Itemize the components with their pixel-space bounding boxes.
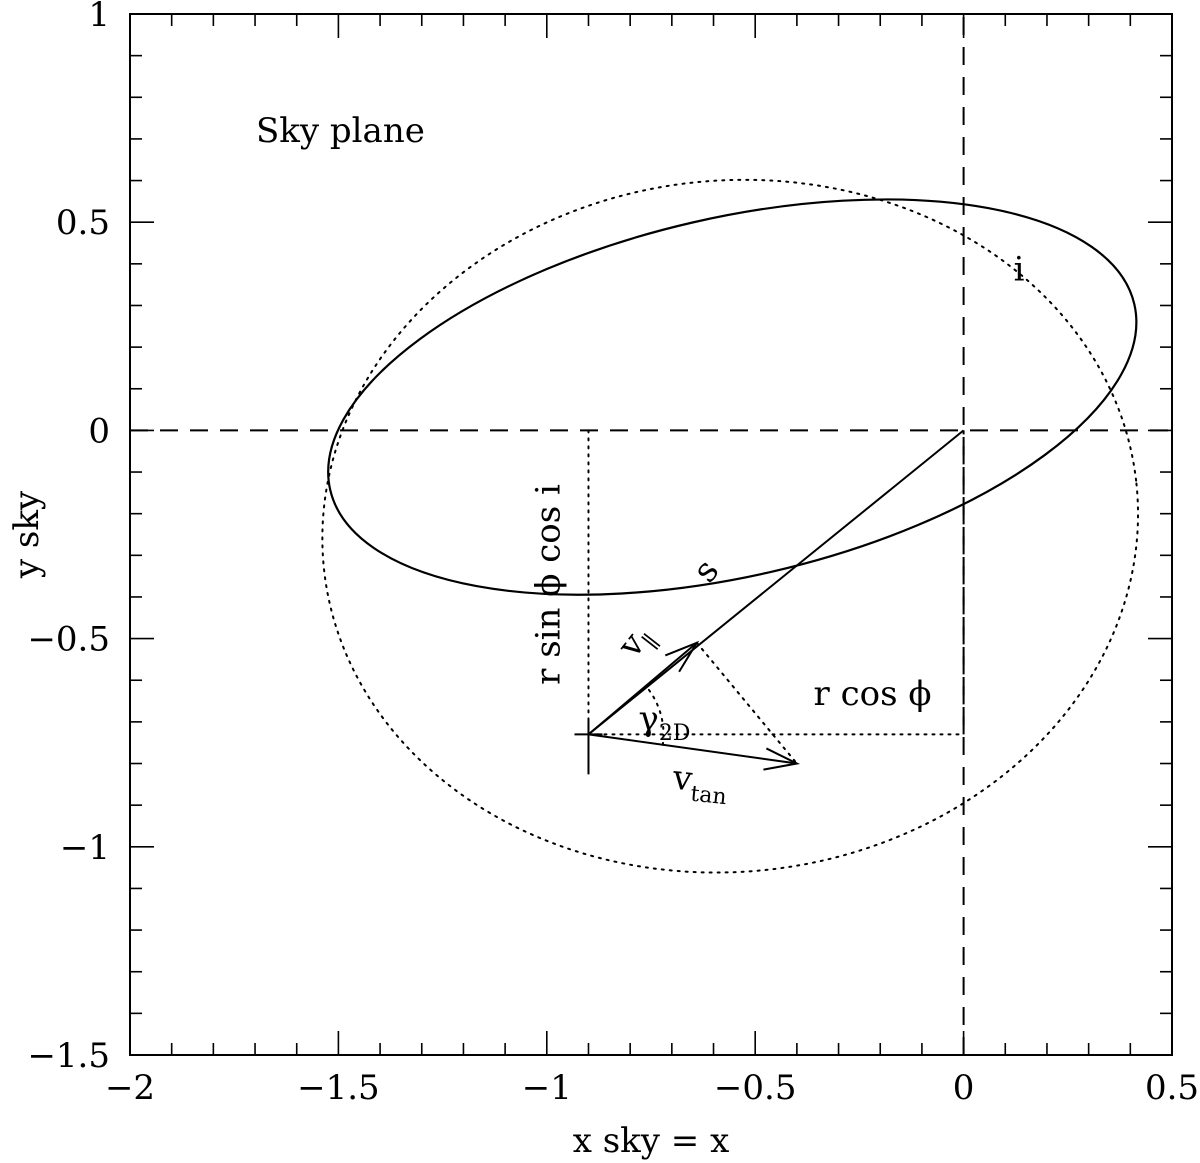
- v_parallel-arrowhead: [664, 640, 700, 673]
- gamma-2d-label: γ2D: [638, 699, 690, 746]
- v_tan-arrowhead: [763, 747, 801, 771]
- y-axis-label: y sky: [7, 490, 47, 579]
- r-sin-phi-cos-i-label: r sin ϕ cos i: [528, 484, 568, 685]
- v-tan-label: vtan: [669, 758, 730, 811]
- guide-lines: [130, 14, 1172, 1055]
- x-axis-label: x sky = x: [573, 1121, 730, 1161]
- true-orbit: [321, 178, 1140, 874]
- s-vector: [587, 429, 965, 736]
- x-tick-label: −1.5: [297, 1068, 380, 1108]
- gamma-angle-arc: [645, 686, 665, 746]
- y-tick-label: −1.5: [27, 1036, 110, 1076]
- plot-frame: [129, 13, 1173, 1056]
- v_tan-vector: [588, 733, 798, 765]
- y-tick-label: 1: [88, 0, 110, 35]
- plane-label: Sky plane: [256, 111, 425, 151]
- y-tick-label: 0: [88, 411, 110, 451]
- v-parallel-label: v∥: [609, 617, 665, 670]
- r-cos-phi-label: r cos ϕ: [814, 674, 932, 714]
- x-tick-label: 0.5: [1145, 1068, 1199, 1108]
- x-tick-label: 0: [953, 1068, 975, 1108]
- x-tick-label: −0.5: [714, 1068, 797, 1108]
- v_parallel-vector: [587, 642, 698, 736]
- x-tick-label: −2: [105, 1068, 155, 1108]
- inclination-label: i: [1014, 249, 1025, 289]
- x-tick-label: −1: [522, 1068, 572, 1108]
- y-tick-label: 0.5: [56, 203, 110, 243]
- y-tick-label: −0.5: [27, 620, 110, 660]
- tick-labels: −2 −1.5 −1 −0.5 0 0.5−1.5−1−0.500.51: [27, 0, 1199, 1108]
- tangent-guide-line: [695, 641, 798, 765]
- y-tick-label: −1: [60, 828, 110, 868]
- axis-ticks: [129, 13, 1173, 1056]
- orbit-curves: [321, 178, 1140, 874]
- projected-orbit: [327, 198, 1138, 596]
